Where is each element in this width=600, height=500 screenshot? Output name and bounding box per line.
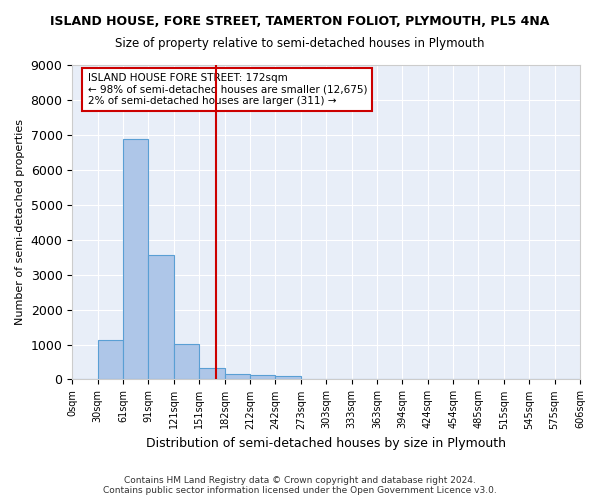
Text: Size of property relative to semi-detached houses in Plymouth: Size of property relative to semi-detach… [115, 38, 485, 51]
Bar [148, 255, 174, 380]
Bar [275, 376, 301, 380]
Bar [98, 340, 123, 380]
Y-axis label: Number of semi-detached properties: Number of semi-detached properties [15, 119, 25, 325]
X-axis label: Distribution of semi-detached houses by size in Plymouth: Distribution of semi-detached houses by … [146, 437, 506, 450]
Text: ISLAND HOUSE FORE STREET: 172sqm
← 98% of semi-detached houses are smaller (12,6: ISLAND HOUSE FORE STREET: 172sqm ← 98% o… [88, 73, 367, 106]
Text: Contains HM Land Registry data © Crown copyright and database right 2024.
Contai: Contains HM Land Registry data © Crown c… [103, 476, 497, 495]
Bar [224, 374, 250, 380]
Bar [199, 368, 224, 380]
Bar [123, 140, 148, 380]
Bar [174, 344, 199, 380]
Text: ISLAND HOUSE, FORE STREET, TAMERTON FOLIOT, PLYMOUTH, PL5 4NA: ISLAND HOUSE, FORE STREET, TAMERTON FOLI… [50, 15, 550, 28]
Bar [250, 376, 275, 380]
